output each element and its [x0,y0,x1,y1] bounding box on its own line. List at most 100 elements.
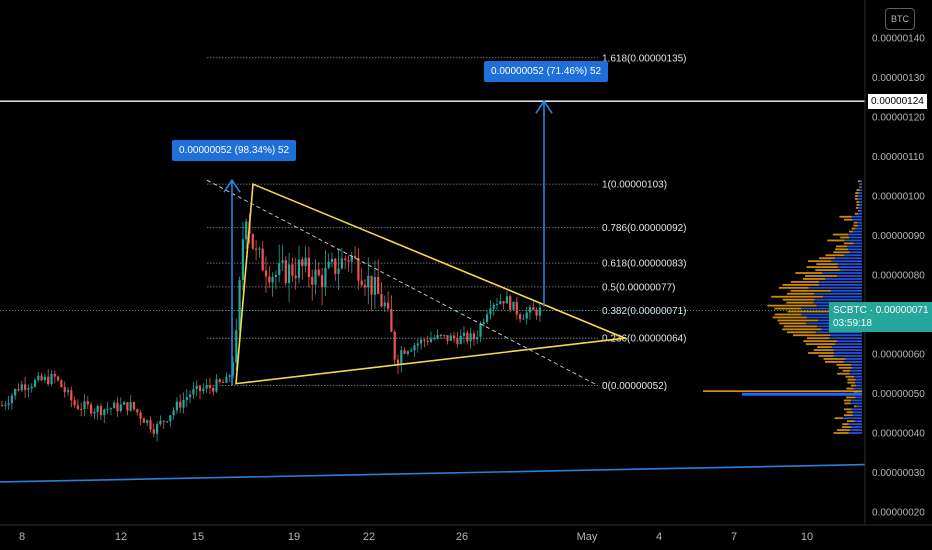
candle-body [7,403,10,405]
candle [367,257,370,305]
candle [109,407,112,416]
candle [519,312,522,323]
volume-bar-sell [819,257,836,260]
candle [380,282,383,308]
volume-bar-sell [838,366,853,369]
price-axis[interactable]: 0.00000140 0.00000130 0.00000120 0.00000110… [864,0,925,525]
candle [373,260,376,310]
candle-body [413,345,416,351]
candle-body [301,259,304,267]
candle-body [426,340,429,343]
currency-badge[interactable]: BTC [885,8,915,30]
volume-bar-sell [839,215,852,218]
volume-bar-sell [805,343,836,346]
candle [116,396,119,417]
candle-body [80,408,83,410]
candle-body [423,339,426,341]
candle-body [172,410,175,416]
volume-bar-buy [852,414,862,417]
candle [152,423,155,438]
candle-body [198,385,202,392]
volume-bar-sell [850,384,857,387]
candle [363,279,367,296]
volume-bar-sell [767,304,817,307]
volume-bar-buy [849,251,862,254]
time-tick-9: 10 [801,531,813,543]
candle-body [192,389,195,395]
candle-body [189,394,192,398]
candlesticks [0,213,541,442]
candle-body [139,412,142,419]
volume-bar-buy [854,375,862,378]
candle-body [136,409,139,413]
volume-bar-sell [847,381,856,384]
price-tick-9: 0.00000050 [872,389,925,400]
candle [119,397,122,413]
candle-body [165,421,169,423]
candle [66,387,70,396]
volume-bar-sell [802,278,826,280]
candle-body [482,322,485,325]
candle-body [57,376,60,381]
candle [268,266,271,288]
candle-body [83,401,86,410]
candle-body [159,420,162,425]
time-axis[interactable]: 8 12 15 19 22 26 May 4 7 10 [0,524,932,543]
candle [505,290,508,304]
candle-body [27,388,30,390]
candle-body [179,401,182,408]
volume-bar-buy [829,337,862,340]
volume-bar-buy [823,295,862,298]
candle-body [324,267,327,288]
volume-bar-sell [777,319,819,322]
price-tick-5: 0.00000090 [872,231,925,242]
volume-bar-sell [846,387,854,390]
volume-bar-sell [844,218,853,221]
candle-body [357,257,360,281]
volume-bar-sell [792,334,831,337]
candle-body [93,411,96,414]
candle-body [0,405,4,407]
time-tick-2: 15 [192,531,204,543]
candle-body [528,307,532,313]
volume-bar-buy [856,405,862,408]
candle-body [109,408,112,410]
candle [476,330,479,344]
candle [17,383,20,392]
time-tick-8: 7 [731,531,737,543]
price-tick-4: 0.00000100 [872,192,925,203]
candle-body [142,418,145,423]
candle [215,373,218,393]
candle-body [66,390,70,393]
volume-bar-buy [851,426,862,428]
volume-bar-buy [848,233,862,236]
candle-body [499,301,502,304]
volume-bar-buy [853,411,862,414]
candle [350,251,353,274]
candle-body [225,376,228,383]
candle [43,373,46,384]
fib-label-7: 0(0.00000052) [602,381,667,392]
candle-body [30,386,33,389]
candle [208,378,211,394]
volume-bar-sell [843,408,852,411]
volume-bar-sell [842,369,851,372]
volume-bar-sell [827,239,845,242]
volume-bar-sell [805,275,837,277]
candle [304,245,307,273]
volume-bar-sell [803,340,838,343]
candle [420,336,423,350]
volume-bar-buy [835,343,862,346]
volume-bar-buy [845,358,862,360]
candle [192,381,195,399]
candle [314,259,317,295]
candle-body [132,402,136,410]
volume-bar-sell [847,378,856,381]
time-tick-3: 19 [288,531,300,543]
volume-bar-sell [855,206,859,209]
volume-bar-buy [860,180,862,183]
volume-bar-buy [856,384,862,387]
volume-bar-buy [825,278,862,280]
candle-body [146,420,149,423]
